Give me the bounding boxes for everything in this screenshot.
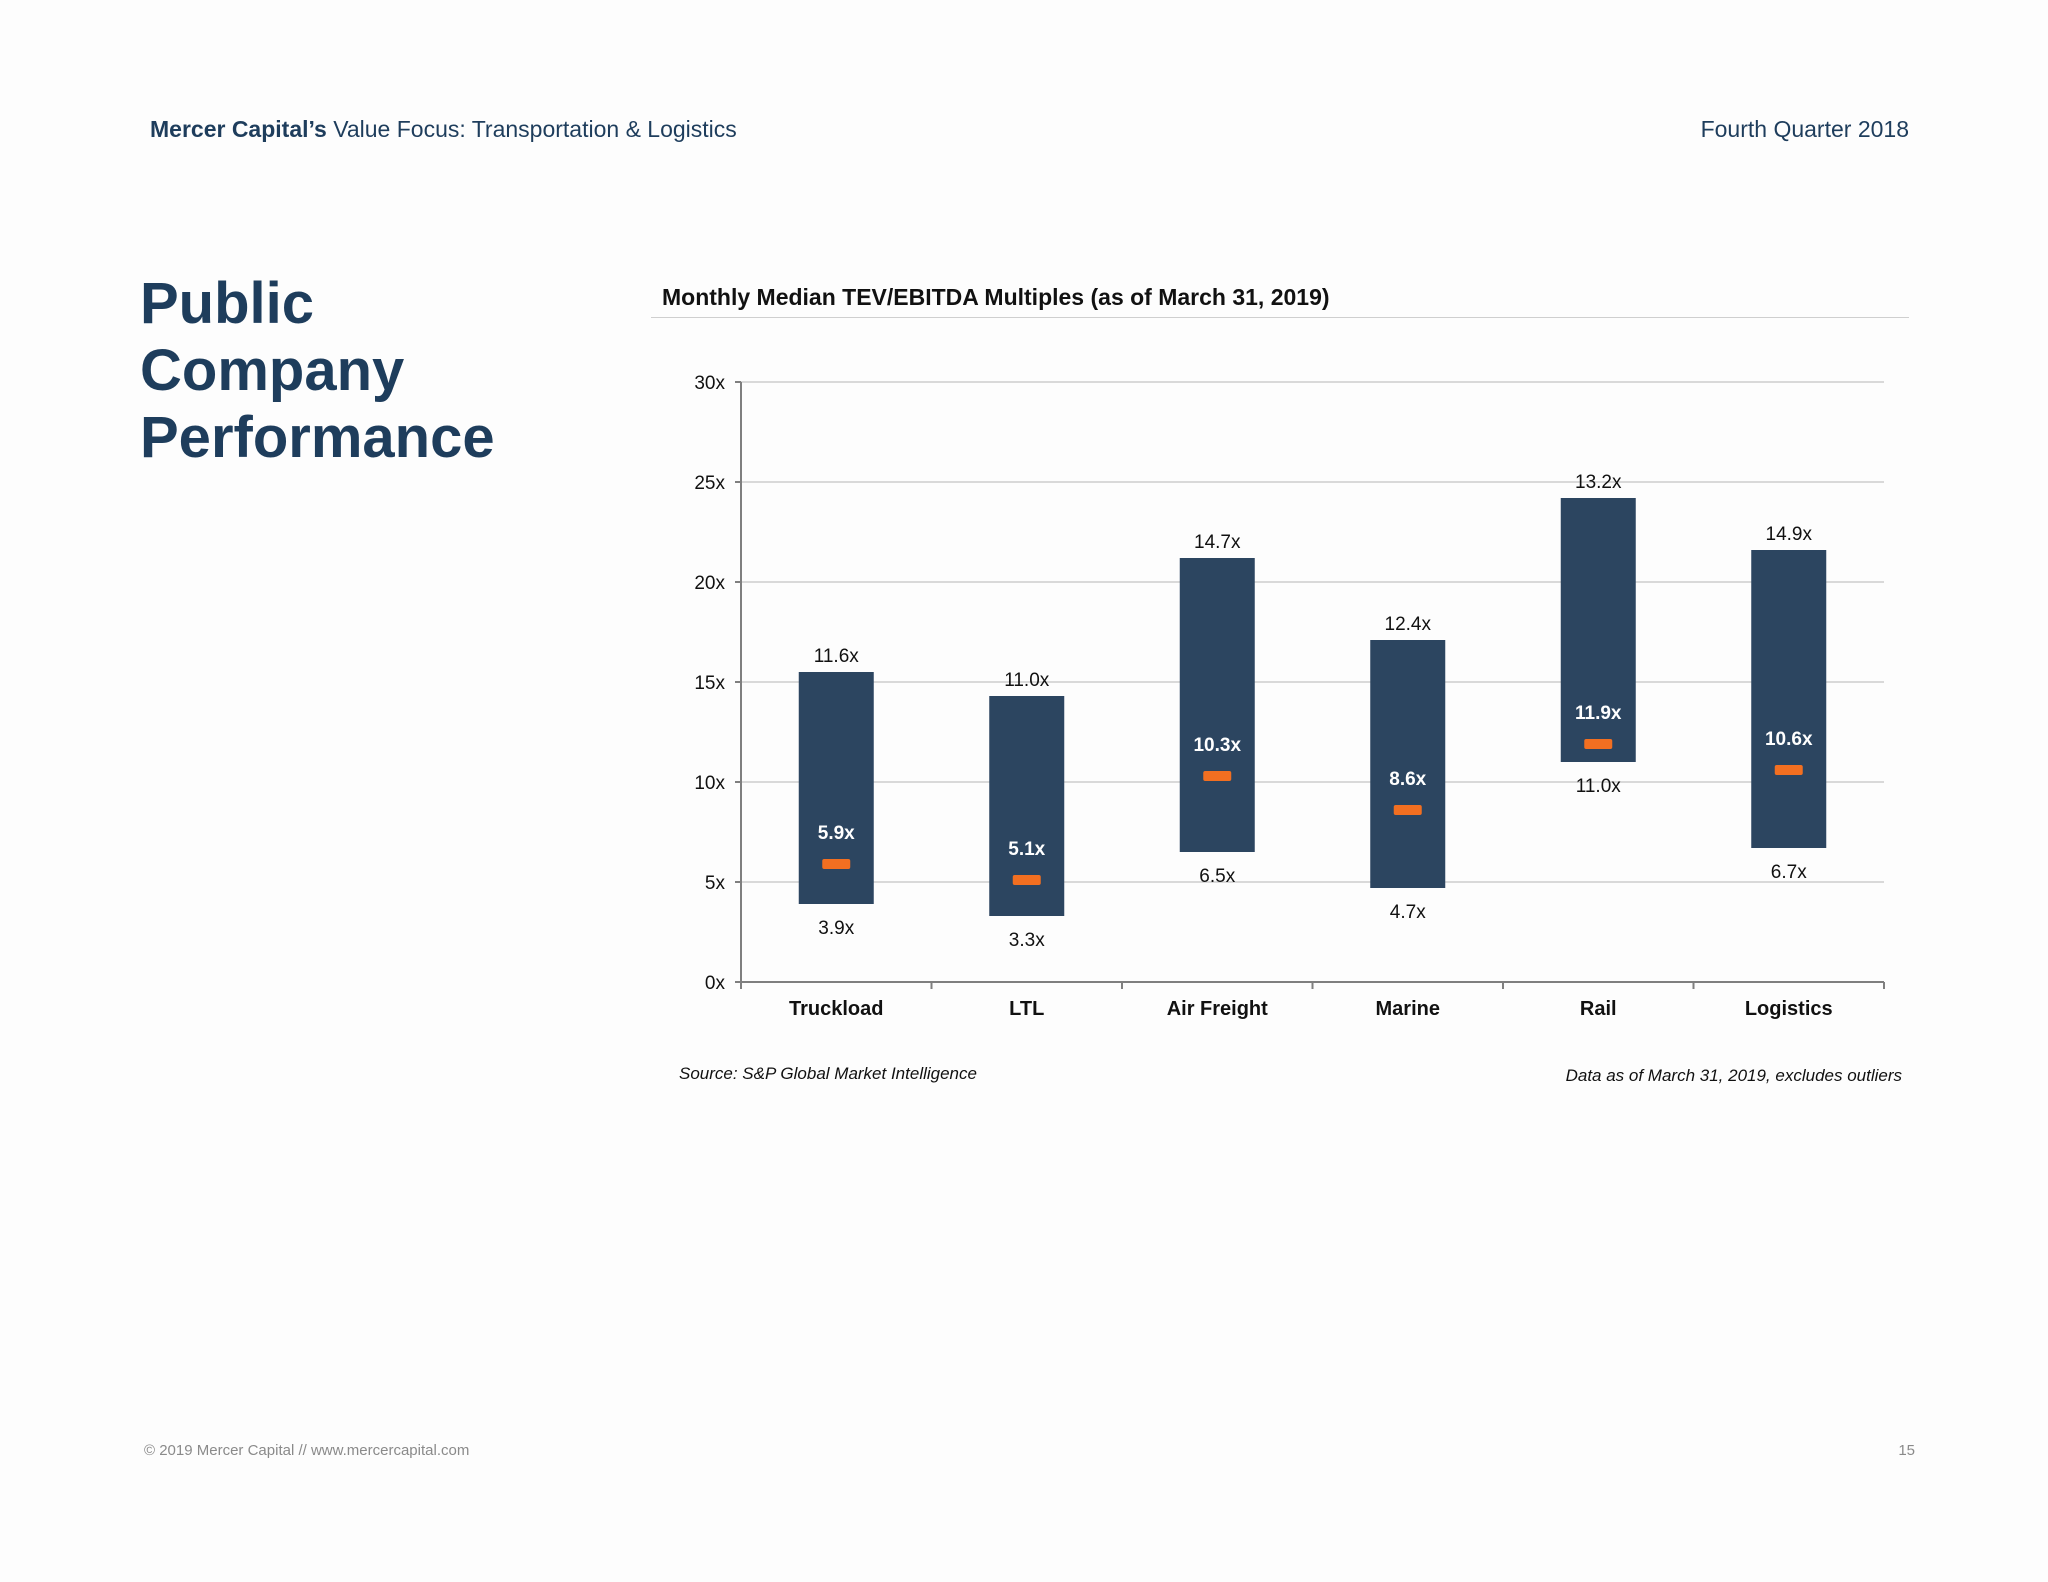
high-label: 14.7x: [1194, 532, 1241, 553]
median-marker: [1774, 765, 1803, 775]
y-tick-label: 30x: [694, 373, 725, 394]
x-tick-label: Logistics: [1745, 998, 1833, 1020]
high-label: 13.2x: [1575, 472, 1622, 493]
y-tick-label: 20x: [694, 573, 725, 594]
x-tick-label: LTL: [1009, 998, 1044, 1020]
median-label: 10.6x: [1765, 729, 1813, 750]
brand-name: Mercer Capital’s: [150, 116, 327, 142]
low-label: 4.7x: [1390, 902, 1426, 923]
low-label: 6.7x: [1771, 862, 1807, 883]
high-label: 14.9x: [1766, 524, 1813, 545]
median-marker: [822, 859, 851, 869]
low-label: 3.9x: [818, 918, 854, 939]
publication-name: Value Focus: Transportation & Logistics: [333, 116, 737, 142]
chart-title: Monthly Median TEV/EBITDA Multiples (as …: [662, 284, 1330, 310]
report-period: Fourth Quarter 2018: [1700, 116, 1909, 142]
median-label: 5.1x: [1008, 839, 1045, 860]
y-tick-label: 15x: [694, 673, 725, 694]
section-title-line: Company: [140, 338, 405, 403]
median-marker: [1203, 771, 1232, 781]
median-label: 11.9x: [1575, 703, 1622, 724]
high-label: 11.6x: [814, 646, 860, 667]
section-title: Public Company Performance: [140, 270, 495, 471]
low-label: 3.3x: [1009, 930, 1045, 951]
y-tick-label: 10x: [694, 773, 725, 794]
range-bar: [1370, 640, 1446, 888]
chart-title-rule: [651, 317, 1909, 318]
high-label: 12.4x: [1385, 614, 1432, 635]
section-title-line: Public: [140, 271, 315, 336]
x-tick-label: Truckload: [789, 998, 883, 1020]
publication-header: Mercer Capital’s Value Focus: Transporta…: [150, 116, 737, 143]
median-label: 8.6x: [1389, 769, 1426, 790]
range-bar: [798, 672, 874, 904]
y-tick-label: 0x: [705, 973, 726, 994]
data-note: Data as of March 31, 2019, excludes outl…: [1565, 1066, 1902, 1085]
footer-copyright: © 2019 Mercer Capital // www.mercercapit…: [144, 1442, 470, 1459]
x-tick-label: Rail: [1580, 998, 1617, 1020]
y-tick-label: 25x: [694, 473, 725, 494]
range-bar: [1179, 558, 1255, 852]
source-note: Source: S&P Global Market Intelligence: [679, 1064, 977, 1083]
low-label: 6.5x: [1199, 866, 1235, 887]
median-label: 5.9x: [818, 823, 855, 844]
x-tick-label: Air Freight: [1167, 998, 1268, 1020]
section-title-line: Performance: [140, 405, 495, 470]
median-label: 10.3x: [1193, 735, 1241, 756]
low-label: 11.0x: [1576, 776, 1622, 797]
range-bar: [1560, 498, 1636, 762]
median-marker: [1012, 875, 1041, 885]
high-label: 11.0x: [1004, 670, 1050, 691]
page-number: 15: [1898, 1442, 1915, 1459]
range-bar: [1751, 550, 1827, 848]
y-tick-label: 5x: [705, 873, 726, 894]
x-tick-label: Marine: [1376, 998, 1440, 1020]
median-marker: [1393, 805, 1422, 815]
median-marker: [1584, 739, 1613, 749]
